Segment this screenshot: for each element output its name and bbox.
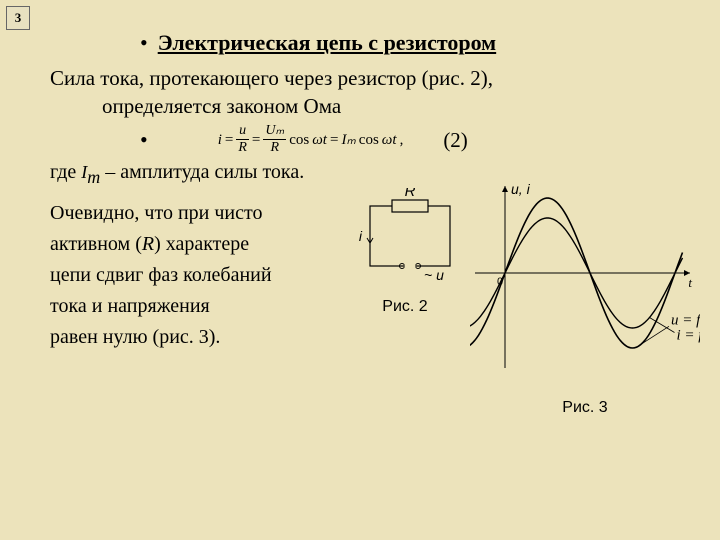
svg-text:i = f ( t ): i = f ( t ) [677,327,701,343]
body-l2: активном (R) характере [50,229,330,260]
svg-text:t: t [688,275,692,290]
page-number: 3 [6,6,30,30]
f-frac2-den: R [263,140,286,155]
fig3-caption: Рис. 3 [470,397,700,419]
body-text: Очевидно, что при чисто активном (R) хар… [50,198,330,353]
f-eq2: = [252,130,260,150]
lower-section: Очевидно, что при чисто активном (R) хар… [50,198,690,353]
figure-2: Ri ~ u Рис. 2 [350,188,460,318]
body-l2R: R [142,233,154,255]
svg-text:u = f ( t ): u = f ( t ) [671,312,700,328]
slide-content: • Электрическая цепь с резистором Сила т… [0,0,720,353]
circuit-diagram: Ri ~ u [350,188,460,283]
bullet-icon-2: • [140,125,148,155]
where-prefix: где [50,161,81,183]
f-frac1-den: R [236,140,249,155]
f-frac1-num: u [236,124,249,140]
f-frac1: u R [236,124,249,155]
waveform-plot: u, i t 0 u = f ( t )i = f ( t ) [470,178,700,388]
f-wt2: ωt [382,130,397,150]
diagrams-area: Ri~ u Рис. 2 u, it0u = f ( t )i = f ( t … [330,198,690,353]
para1-a: Сила тока, протекающего через резистор (… [50,66,493,90]
heading-line: • Электрическая цепь с резистором [140,28,690,58]
heading-text: Электрическая цепь с резистором [158,28,496,58]
f-lhs: i [218,130,222,150]
bullet-icon: • [140,28,148,58]
formula-row: • i = u R = Uₘ R cos ωt = Iₘ cos ωt , (2… [50,124,690,155]
equation-number: (2) [443,126,468,154]
f-frac2: Uₘ R [263,124,286,155]
fig2-caption: Рис. 2 [350,296,460,318]
intro-paragraph: Сила тока, протекающего через резистор (… [50,64,690,121]
formula: i = u R = Uₘ R cos ωt = Iₘ cos ωt , [218,124,404,155]
svg-text:R: R [405,188,416,200]
f-Im: Iₘ [341,130,355,150]
body-l2a: активном ( [50,233,142,255]
svg-text:i: i [359,228,363,244]
svg-text:~ u: ~ u [424,267,444,283]
body-l4: тока и напряжения [50,291,330,322]
para1-b: определяется законом Ома [76,94,341,118]
f-eq3: = [330,130,338,150]
body-l2b: ) характере [154,233,249,255]
f-wt1: ωt [312,130,327,150]
body-l5: равен нулю (рис. 3). [50,322,330,353]
body-l1: Очевидно, что при чисто [50,198,330,229]
f-cos1: cos [289,130,309,150]
where-suffix: – амплитуда силы тока. [105,161,304,183]
svg-text:u, i: u, i [511,181,531,197]
f-comma: , [400,130,404,150]
f-frac2-num: Uₘ [263,124,286,140]
svg-text:0: 0 [497,276,503,288]
body-l3: цепи сдвиг фаз колебаний [50,260,330,291]
figure-3: u, i t 0 u = f ( t )i = f ( t ) Рис. 3 [470,178,700,419]
f-cos2: cos [359,130,379,150]
f-eq1: = [225,130,233,150]
where-sub: m [87,167,100,187]
